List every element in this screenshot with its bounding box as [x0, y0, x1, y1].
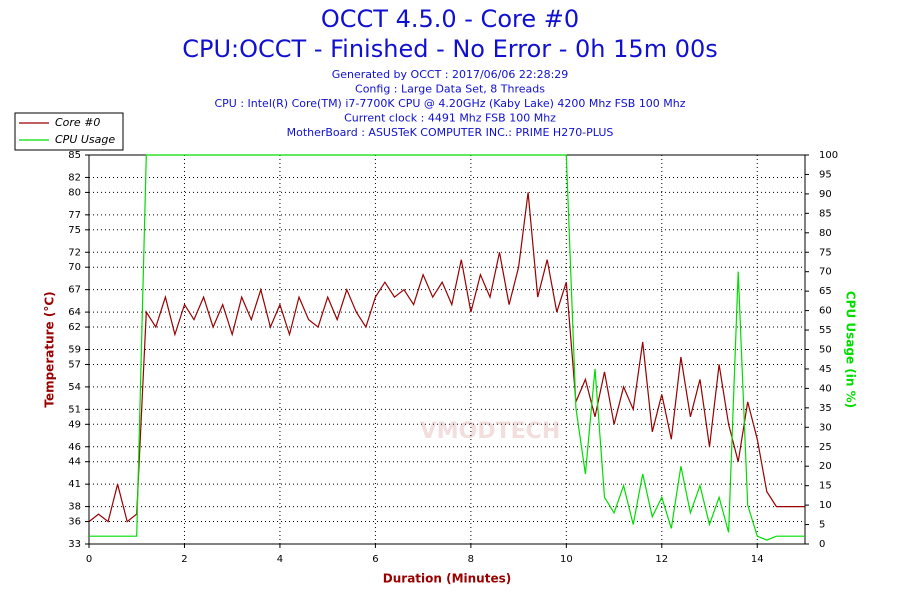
y2-tick-label: 45	[819, 364, 832, 375]
watermark: VMODTECH	[420, 419, 560, 444]
info-line: MotherBoard : ASUSTeK COMPUTER INC.: PRI…	[287, 126, 614, 139]
info-line: CPU : Intel(R) Core(TM) i7-7700K CPU @ 4…	[214, 97, 685, 110]
y2-tick-label: 90	[819, 189, 832, 200]
y2-tick-label: 85	[819, 208, 832, 219]
y-tick-label: 70	[68, 262, 81, 273]
y2-tick-label: 30	[819, 422, 832, 433]
x-tick-label: 12	[655, 554, 668, 565]
y-tick-label: 82	[68, 172, 81, 183]
y-tick-label: 85	[68, 150, 81, 161]
y-tick-label: 38	[68, 502, 81, 513]
data-line	[88, 192, 805, 523]
y-tick-label: 62	[68, 322, 81, 333]
info-line: Current clock : 4491 Mhz FSB 100 Mhz	[344, 112, 556, 125]
y2-tick-label: 20	[819, 461, 832, 472]
y-tick-label: 46	[68, 442, 81, 453]
y2-tick-label: 100	[819, 150, 838, 161]
y-tick-label: 67	[68, 285, 81, 296]
y-tick-label: 44	[68, 457, 81, 468]
y-tick-label: 54	[68, 382, 81, 393]
info-line: Config : Large Data Set, 8 Threads	[355, 83, 545, 96]
y-tick-label: 33	[68, 539, 81, 550]
y2-tick-label: 75	[819, 247, 832, 258]
legend-label: Core #0	[55, 116, 100, 129]
y2-tick-label: 25	[819, 442, 832, 453]
x-tick-label: 4	[277, 554, 283, 565]
legend-box	[14, 112, 124, 151]
y2-tick-label: 70	[819, 267, 832, 278]
y2-tick-label: 55	[819, 325, 832, 336]
info-line: Generated by OCCT : 2017/06/06 22:28:29	[332, 68, 569, 81]
x-tick-label: 10	[560, 554, 573, 565]
x-axis-label: Duration (Minutes)	[383, 572, 511, 586]
y2-tick-label: 0	[819, 539, 825, 550]
y-tick-label: 49	[68, 419, 81, 430]
y2-tick-label: 15	[819, 481, 832, 492]
y-tick-label: 64	[68, 307, 81, 318]
y-tick-label: 51	[68, 404, 81, 415]
y2-axis-label: CPU Usage (in %)	[844, 291, 858, 408]
y-tick-label: 72	[68, 247, 81, 258]
x-tick-label: 8	[468, 554, 474, 565]
x-tick-label: 14	[751, 554, 764, 565]
y2-tick-label: 40	[819, 383, 832, 394]
chart-subtitle: CPU:OCCT - Finished - No Error - 0h 15m …	[182, 35, 718, 63]
y2-tick-label: 35	[819, 403, 832, 414]
y2-tick-label: 10	[819, 500, 832, 511]
y-tick-label: 36	[68, 517, 81, 528]
legend-label: CPU Usage	[55, 133, 115, 146]
chart-title: OCCT 4.5.0 - Core #0	[321, 5, 579, 33]
y-tick-label: 80	[68, 187, 81, 198]
y-tick-label: 59	[68, 345, 81, 356]
x-tick-label: 6	[372, 554, 378, 565]
y2-tick-label: 65	[819, 286, 832, 297]
y2-tick-label: 80	[819, 228, 832, 239]
x-tick-label: 0	[86, 554, 92, 565]
data-line	[89, 154, 805, 541]
x-tick-label: 2	[181, 554, 187, 565]
y2-tick-label: 60	[819, 306, 832, 317]
y2-tick-label: 5	[819, 520, 825, 531]
y-tick-label: 57	[68, 359, 81, 370]
y2-tick-label: 50	[819, 345, 832, 356]
y-axis-label: Temperature (°C)	[43, 291, 57, 407]
y-tick-label: 75	[68, 225, 81, 236]
y-tick-label: 41	[68, 479, 81, 490]
y2-tick-label: 95	[819, 169, 832, 180]
y-tick-label: 77	[68, 210, 81, 221]
